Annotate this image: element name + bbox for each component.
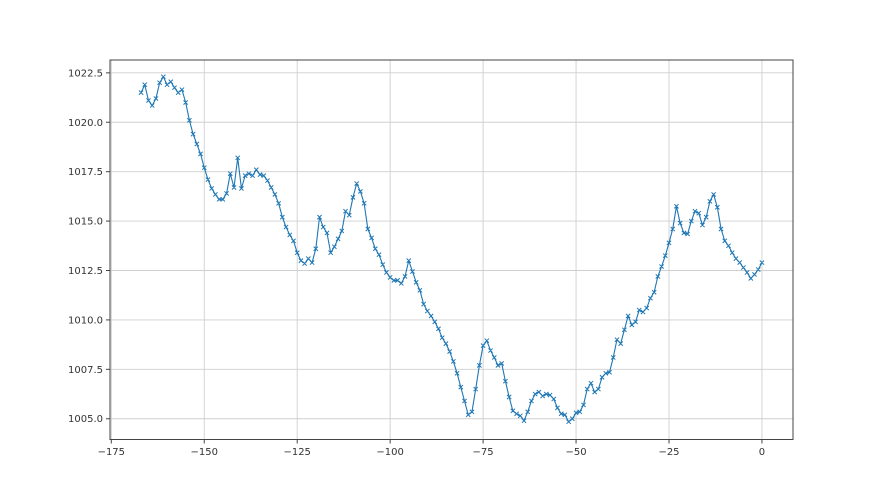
y-tick-label: 1020.0 <box>68 118 103 129</box>
y-tick-label: 1012.5 <box>68 266 103 277</box>
y-tick-label: 1005.0 <box>68 414 103 425</box>
x-tick-label: −125 <box>283 447 310 458</box>
x-tick-label: 0 <box>759 447 765 458</box>
x-tick-label: −150 <box>191 447 218 458</box>
plot-border <box>109 59 794 440</box>
x-tick-label: −75 <box>473 447 494 458</box>
series-group <box>138 74 765 425</box>
y-tick-label: 1007.5 <box>68 365 103 376</box>
x-tick-label: −25 <box>658 447 679 458</box>
x-tick-label: −175 <box>98 447 125 458</box>
y-tick-label: 1022.5 <box>68 68 103 79</box>
series-markers <box>138 74 765 425</box>
x-tick-label: −100 <box>376 447 403 458</box>
y-tick-label: 1015.0 <box>68 217 103 228</box>
axis-ticks: −175 −150 −125 −100 −75 −50 −25 0 1005.0 1007.5 10… <box>68 68 765 458</box>
x-tick-label: −50 <box>565 447 586 458</box>
y-tick-label: 1017.5 <box>68 167 103 178</box>
y-tick-label: 1010.0 <box>68 315 103 326</box>
series-line <box>140 76 763 423</box>
